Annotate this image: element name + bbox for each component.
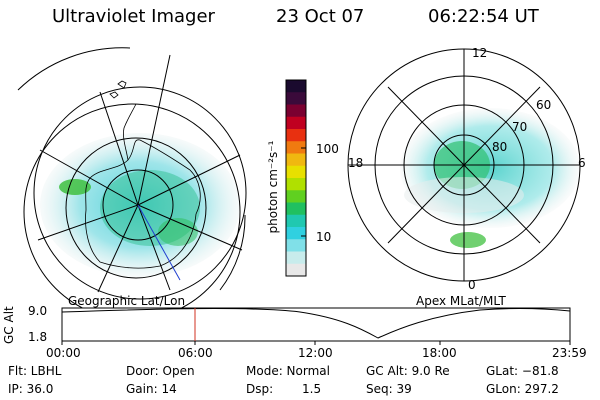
mlt-label-6: 6 bbox=[578, 156, 586, 170]
info-gc-alt: GC Alt: 9.0 Re bbox=[366, 364, 450, 378]
info-mode: Mode: Normal bbox=[246, 364, 330, 378]
time-label: 06:22:54 UT bbox=[428, 6, 539, 27]
altitude-x-ticks bbox=[61, 341, 571, 345]
altitude-plot bbox=[61, 307, 571, 345]
mlt-label-18: 18 bbox=[348, 156, 364, 170]
altitude-ytick-9: 9.0 bbox=[28, 304, 48, 318]
colorbar-segment bbox=[286, 239, 306, 252]
info-glat: GLat: −81.8 bbox=[486, 364, 559, 378]
colorbar-segment bbox=[286, 263, 306, 277]
geo-terminator-line bbox=[137, 204, 181, 281]
date-label: 23 Oct 07 bbox=[276, 6, 365, 27]
info-dsp: Dsp: bbox=[246, 382, 274, 396]
geo-meridians bbox=[37, 54, 243, 293]
colorbar-segment bbox=[286, 190, 306, 203]
geo-outer-arc-2 bbox=[219, 214, 246, 291]
altitude-xtick: 18:00 bbox=[422, 346, 457, 360]
colorbar-frame bbox=[285, 79, 307, 277]
colorbar-unit-label: photon cm⁻²s⁻¹ bbox=[266, 140, 280, 234]
left-emission-patch bbox=[59, 179, 91, 195]
info-ip: IP: 36.0 bbox=[8, 382, 54, 396]
altitude-plot-frame bbox=[61, 307, 571, 342]
mlt-diagonal-line bbox=[387, 164, 465, 244]
mlt-diagonal-line bbox=[463, 86, 541, 166]
mlt-diagonal-line bbox=[387, 86, 465, 166]
colorbar-segment bbox=[286, 153, 306, 167]
colorbar-segment bbox=[286, 227, 306, 240]
colorbar-segment bbox=[286, 202, 306, 216]
colorbar-segment bbox=[286, 141, 306, 154]
info-dsp-value: 1.5 bbox=[302, 382, 322, 396]
colorbar-segment bbox=[286, 92, 306, 105]
colorbar-segment bbox=[286, 165, 306, 179]
island-outline bbox=[117, 80, 127, 89]
colorbar-segment bbox=[286, 129, 306, 142]
left-emission-patch-2 bbox=[158, 218, 198, 246]
island-outline bbox=[109, 91, 119, 99]
altitude-curve bbox=[61, 307, 571, 339]
antarctica-coastline bbox=[85, 139, 201, 269]
instrument-title: Ultraviolet Imager bbox=[52, 6, 215, 27]
info-door: Door: Open bbox=[126, 364, 195, 378]
magnetic-map bbox=[347, 48, 581, 282]
info-gain: Gain: 14 bbox=[126, 382, 177, 396]
colorbar-segment bbox=[286, 80, 306, 93]
colorbar-tick-100: 100 bbox=[316, 142, 339, 156]
geographic-caption: Geographic Lat/Lon bbox=[68, 294, 186, 308]
mlt-label-0: 0 bbox=[468, 278, 476, 292]
altitude-xtick: 12:00 bbox=[298, 346, 333, 360]
mlat-label-70: 70 bbox=[512, 120, 528, 134]
colorbar-segment bbox=[286, 214, 306, 228]
colorbar-segment bbox=[286, 104, 306, 118]
colorbar-segment bbox=[286, 116, 306, 130]
colorbar-segment bbox=[286, 178, 306, 191]
info-filter: Flt: LBHL bbox=[8, 364, 62, 378]
mlat-label-80: 80 bbox=[492, 140, 508, 154]
antarctic-peninsula bbox=[123, 103, 137, 161]
mlt-label-12: 12 bbox=[472, 46, 488, 60]
altitude-ytick-1.8: 1.8 bbox=[28, 330, 48, 344]
geo-lat-circle-80 bbox=[102, 169, 174, 241]
geographic-map bbox=[17, 47, 247, 321]
altitude-ylabel: GC Alt bbox=[2, 306, 16, 344]
magnetic-caption: Apex MLat/MLT bbox=[416, 294, 506, 308]
colorbar bbox=[285, 79, 307, 277]
mlt-diagonal-line bbox=[463, 164, 541, 244]
geo-outer-boundary bbox=[33, 86, 247, 300]
altitude-xtick: 23:59 bbox=[552, 346, 587, 360]
colorbar-tick-10: 10 bbox=[316, 230, 332, 244]
altitude-xtick: 00:00 bbox=[46, 346, 81, 360]
geo-lat-circle-70 bbox=[65, 137, 207, 279]
info-seq: Seq: 39 bbox=[366, 382, 412, 396]
info-glon: GLon: 297.2 bbox=[486, 382, 559, 396]
mlat-label-60: 60 bbox=[536, 98, 552, 112]
geo-outer-arc-1 bbox=[17, 47, 131, 91]
right-emission-patch bbox=[450, 232, 486, 248]
altitude-xtick: 06:00 bbox=[178, 346, 213, 360]
colorbar-segment bbox=[286, 251, 306, 265]
